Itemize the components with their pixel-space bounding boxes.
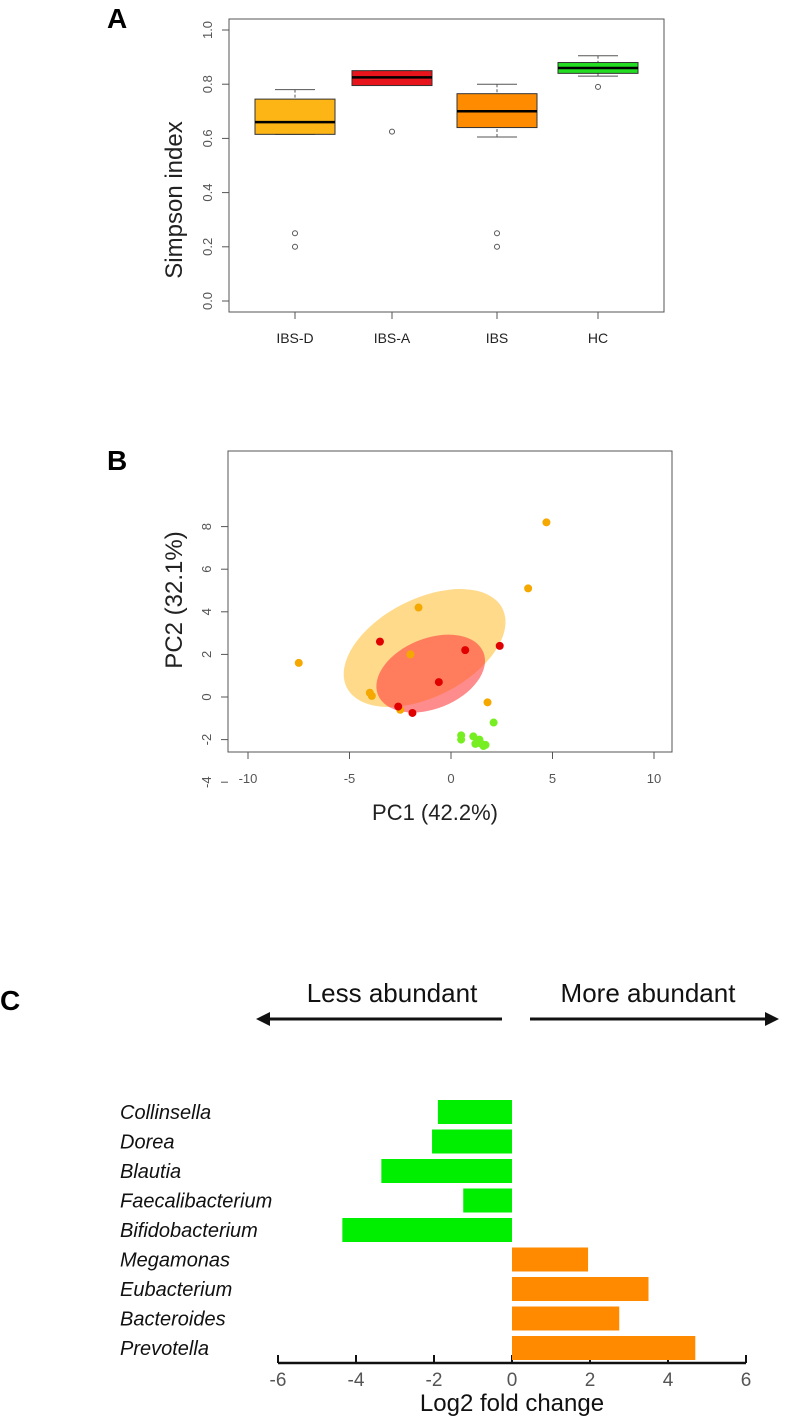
bar-label-faecalibacterium: Faecalibacterium xyxy=(120,1191,272,1213)
y-axis-label: PC2 (32.1%) xyxy=(161,531,188,668)
right-arrowhead-icon xyxy=(765,1012,779,1026)
point-IBS-A xyxy=(495,641,504,650)
bar-collinsella xyxy=(437,1100,512,1124)
point-IBS-D xyxy=(414,603,423,612)
boxplot-panel: Simpson index 0.0 0.2 0.4 0.6 0.8 1.0 IBS-D IBS… xyxy=(161,18,665,346)
more-abundant-label: More abundant xyxy=(561,978,737,1008)
bar-bifidobacterium xyxy=(342,1218,512,1242)
plot-frame xyxy=(228,18,665,313)
bar-eubacterium xyxy=(512,1277,649,1301)
point-IBS-D xyxy=(367,691,376,700)
panel-label-b: B xyxy=(107,445,127,476)
x-tick-label: 2 xyxy=(585,1370,596,1391)
point-HC xyxy=(481,740,490,749)
point-IBS-D xyxy=(483,698,492,707)
pca-panel: PC2 (32.1%) PC1 (42.2%) -10 -5 0 5 10 -4 -2 0 2 4… xyxy=(161,450,673,825)
x-tick-label: IBS xyxy=(486,330,509,346)
x-tick-label: -2 xyxy=(426,1370,443,1391)
outlier-point xyxy=(292,243,298,250)
bar-megamonas xyxy=(512,1247,589,1272)
bar-dorea xyxy=(432,1129,512,1154)
y-tick-label: 0.2 xyxy=(200,238,215,256)
y-axis-label: Simpson index xyxy=(161,121,188,278)
y-tick-label: 8 xyxy=(199,523,214,530)
bar-label-prevotella: Prevotella xyxy=(120,1338,209,1360)
x-tick-label: 0 xyxy=(447,771,454,786)
panel-label-c: C xyxy=(0,985,20,1016)
y-tick-label: 0.6 xyxy=(200,129,215,147)
x-tick-label: 0 xyxy=(507,1370,518,1391)
y-tick-label: 0.8 xyxy=(200,75,215,93)
y-tick-label: 1.0 xyxy=(200,21,215,39)
outlier-point xyxy=(595,83,601,90)
y-tick-label: 0.0 xyxy=(200,292,215,310)
point-IBS-A xyxy=(408,708,417,717)
x-tick-label: IBS-A xyxy=(374,330,411,346)
x-axis-label: Log2 fold change xyxy=(420,1390,604,1417)
point-IBS-A xyxy=(375,637,384,646)
bar-label-dorea: Dorea xyxy=(120,1132,174,1154)
x-tick-label: IBS-D xyxy=(276,330,313,346)
x-tick-label: 6 xyxy=(741,1370,752,1391)
box-IBS-D xyxy=(254,98,336,135)
point-IBS-D xyxy=(524,584,533,593)
outlier-point xyxy=(494,230,500,237)
point-IBS-A xyxy=(394,702,403,711)
y-tick-label: 2 xyxy=(199,651,214,658)
point-HC xyxy=(489,718,498,727)
bar-label-collinsella: Collinsella xyxy=(120,1102,211,1124)
x-tick-label: -6 xyxy=(270,1370,287,1391)
point-IBS-A xyxy=(461,646,470,655)
bar-label-eubacterium: Eubacterium xyxy=(120,1279,232,1301)
y-tick-label: 4 xyxy=(199,608,214,615)
x-tick-label: -10 xyxy=(239,771,258,786)
bar-label-bacteroides: Bacteroides xyxy=(120,1309,226,1331)
fold-change-panel: Less abundant More abundant Log2 fold ch… xyxy=(120,978,779,1417)
outlier-point xyxy=(494,243,500,250)
point-HC xyxy=(471,739,480,748)
bar-label-blautia: Blautia xyxy=(120,1161,181,1183)
bar-blautia xyxy=(381,1159,512,1183)
plot-frame xyxy=(227,450,673,753)
outlier-point xyxy=(292,230,298,237)
outlier-point xyxy=(389,128,395,135)
bar-label-megamonas: Megamonas xyxy=(120,1250,230,1272)
y-tick-label: -2 xyxy=(199,734,214,746)
x-axis-label: PC1 (42.2%) xyxy=(372,800,498,825)
point-IBS-D xyxy=(542,518,551,527)
bar-bacteroides xyxy=(512,1306,620,1331)
bar-faecalibacterium xyxy=(463,1188,512,1213)
x-tick-label: HC xyxy=(588,330,608,346)
y-tick-label: -4 xyxy=(199,776,214,788)
left-arrowhead-icon xyxy=(256,1012,270,1026)
x-tick-label: 5 xyxy=(549,771,556,786)
y-tick-label: 6 xyxy=(199,566,214,573)
x-tick-label: 10 xyxy=(647,771,661,786)
point-HC xyxy=(457,735,466,744)
y-tick-label: 0.4 xyxy=(200,184,215,202)
bar-prevotella xyxy=(512,1336,696,1360)
bar-label-bifidobacterium: Bifidobacterium xyxy=(120,1220,258,1242)
x-tick-label: 4 xyxy=(663,1370,674,1391)
point-IBS-D xyxy=(406,650,415,659)
point-IBS-A xyxy=(434,678,443,687)
panel-label-a: A xyxy=(107,3,127,34)
confidence-ellipse xyxy=(376,634,486,713)
x-tick-label: -4 xyxy=(348,1370,365,1391)
y-tick-label: 0 xyxy=(199,693,214,700)
x-tick-label: -5 xyxy=(344,771,356,786)
less-abundant-label: Less abundant xyxy=(307,978,478,1008)
point-IBS-D xyxy=(294,658,303,667)
